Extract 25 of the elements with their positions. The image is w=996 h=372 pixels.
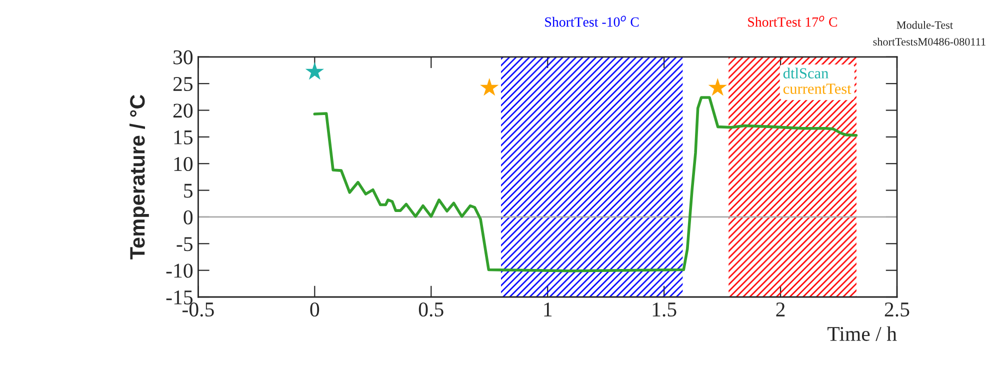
text: Module-Test: [896, 21, 953, 29]
y-tick-label: 20: [173, 104, 193, 118]
text: dtlScan: [783, 68, 828, 78]
x-tick-label: 2.5: [884, 302, 910, 317]
x-axis-title: Time / h: [828, 326, 897, 341]
y-axis-title: Temperature / °C: [129, 94, 149, 260]
y-tick-label: 0: [184, 210, 193, 224]
band-label: ShortTest 17$^{o}$ C: [748, 16, 837, 27]
y-tick-label: -15: [166, 290, 193, 304]
y-tick-label: 15: [174, 130, 193, 144]
y-tick-label: 30: [174, 50, 193, 64]
x-tick-label: 2: [776, 302, 785, 316]
y-tick-label: -5: [176, 237, 193, 252]
x-tick-label: -0.5: [182, 302, 214, 317]
y-tick-label: 10: [174, 156, 193, 172]
text: shortTestsM0486-080111: [873, 38, 986, 46]
y-tick-label: 5: [184, 184, 193, 198]
text: currentTest: [783, 84, 852, 94]
x-tick-label: 0.5: [418, 302, 444, 317]
x-tick-label: 1: [544, 302, 552, 316]
x-tick-label: 0: [310, 302, 320, 317]
x-tick-label: 1.5: [652, 302, 676, 317]
band-label: ShortTest -10$^{o}$ C: [545, 16, 639, 27]
y-tick-label: 25: [173, 77, 193, 92]
y-tick-label: -10: [166, 264, 193, 278]
